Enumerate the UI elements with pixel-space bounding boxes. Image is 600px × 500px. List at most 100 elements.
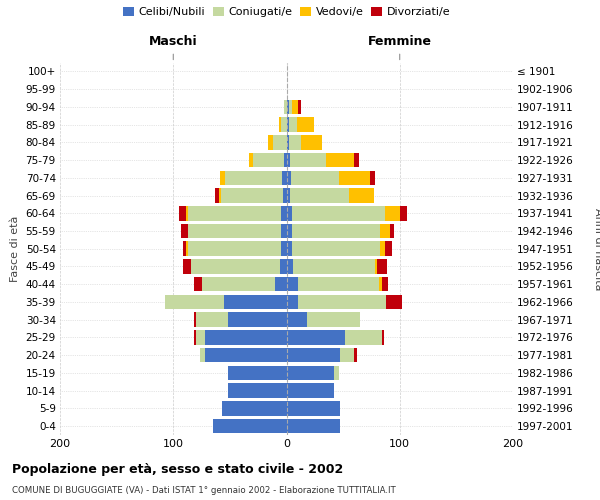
Bar: [186, 242, 188, 256]
Bar: [278, 118, 281, 132]
Bar: [188, 242, 281, 256]
Bar: [292, 242, 380, 256]
Bar: [227, 312, 287, 327]
Bar: [382, 277, 388, 291]
Bar: [287, 419, 340, 434]
Bar: [298, 100, 301, 114]
Bar: [289, 135, 301, 150]
Bar: [296, 118, 314, 132]
Bar: [380, 224, 389, 238]
Legend: Celibi/Nubili, Coniugati/e, Vedovi/e, Divorziati/e: Celibi/Nubili, Coniugati/e, Vedovi/e, Di…: [121, 5, 452, 20]
Bar: [380, 242, 385, 256]
Bar: [186, 206, 188, 220]
Bar: [287, 100, 289, 114]
Y-axis label: Fasce di età: Fasce di età: [10, 216, 20, 282]
Bar: [287, 366, 334, 380]
Bar: [226, 170, 282, 185]
Bar: [213, 419, 287, 434]
Bar: [194, 277, 202, 291]
Bar: [287, 188, 290, 203]
Bar: [221, 188, 283, 203]
Bar: [287, 294, 298, 309]
Bar: [253, 153, 284, 168]
Bar: [370, 170, 375, 185]
Bar: [385, 206, 400, 220]
Bar: [227, 384, 287, 398]
Bar: [346, 330, 382, 344]
Bar: [249, 153, 253, 168]
Bar: [283, 188, 287, 203]
Bar: [338, 170, 370, 185]
Bar: [386, 294, 402, 309]
Bar: [400, 206, 407, 220]
Text: Femmine: Femmine: [368, 34, 432, 48]
Bar: [202, 277, 275, 291]
Text: Maschi: Maschi: [149, 34, 197, 48]
Text: COMUNE DI BUGUGGIATE (VA) - Dati ISTAT 1° gennaio 2002 - Elaborazione TUTTITALIA: COMUNE DI BUGUGGIATE (VA) - Dati ISTAT 1…: [12, 486, 396, 495]
Bar: [287, 135, 289, 150]
Bar: [191, 259, 280, 274]
Bar: [287, 330, 346, 344]
Bar: [281, 206, 287, 220]
Bar: [375, 259, 377, 274]
Bar: [287, 312, 307, 327]
Bar: [298, 277, 379, 291]
Bar: [293, 259, 375, 274]
Bar: [284, 100, 287, 114]
Bar: [281, 118, 287, 132]
Bar: [224, 294, 287, 309]
Bar: [222, 401, 287, 415]
Bar: [298, 294, 386, 309]
Bar: [290, 153, 326, 168]
Bar: [289, 118, 296, 132]
Bar: [290, 188, 349, 203]
Bar: [287, 170, 291, 185]
Bar: [205, 348, 287, 362]
Bar: [287, 401, 340, 415]
Bar: [291, 170, 338, 185]
Bar: [281, 224, 287, 238]
Bar: [287, 118, 289, 132]
Bar: [196, 330, 205, 344]
Bar: [184, 259, 191, 274]
Bar: [281, 242, 287, 256]
Bar: [334, 366, 338, 380]
Bar: [287, 242, 292, 256]
Bar: [287, 348, 340, 362]
Bar: [292, 206, 385, 220]
Bar: [287, 153, 290, 168]
Bar: [220, 170, 226, 185]
Bar: [215, 188, 218, 203]
Bar: [166, 294, 224, 309]
Bar: [184, 242, 186, 256]
Bar: [289, 100, 292, 114]
Bar: [200, 348, 205, 362]
Bar: [389, 224, 394, 238]
Bar: [227, 366, 287, 380]
Bar: [307, 312, 360, 327]
Bar: [377, 259, 387, 274]
Bar: [275, 277, 287, 291]
Bar: [282, 170, 287, 185]
Bar: [188, 224, 281, 238]
Bar: [179, 206, 186, 220]
Bar: [181, 224, 188, 238]
Bar: [284, 153, 287, 168]
Bar: [326, 153, 355, 168]
Bar: [287, 206, 292, 220]
Bar: [349, 188, 374, 203]
Bar: [287, 277, 298, 291]
Bar: [385, 242, 392, 256]
Bar: [287, 384, 334, 398]
Text: Popolazione per età, sesso e stato civile - 2002: Popolazione per età, sesso e stato civil…: [12, 462, 343, 475]
Bar: [205, 330, 287, 344]
Bar: [355, 153, 359, 168]
Bar: [194, 312, 196, 327]
Bar: [379, 277, 382, 291]
Bar: [287, 224, 292, 238]
Bar: [292, 224, 380, 238]
Bar: [273, 135, 287, 150]
Bar: [268, 135, 273, 150]
Bar: [382, 330, 384, 344]
Bar: [301, 135, 322, 150]
